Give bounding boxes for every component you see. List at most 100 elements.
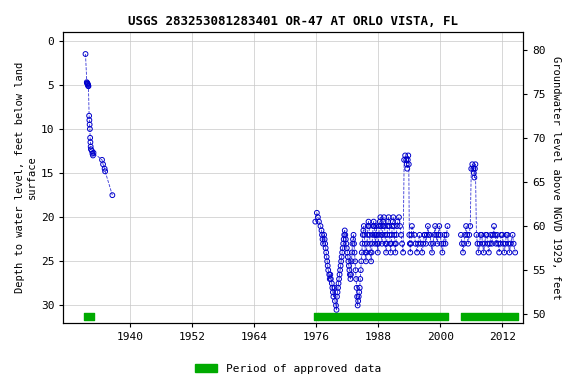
Point bbox=[498, 232, 507, 238]
Point bbox=[392, 223, 401, 229]
Point bbox=[101, 168, 110, 174]
Point bbox=[420, 232, 429, 238]
Point bbox=[491, 241, 501, 247]
Point bbox=[370, 241, 380, 247]
Point bbox=[357, 250, 366, 256]
Point bbox=[492, 232, 502, 238]
Point bbox=[348, 241, 357, 247]
Point bbox=[467, 166, 476, 172]
Point bbox=[405, 241, 414, 247]
Point bbox=[355, 285, 365, 291]
Point bbox=[374, 241, 383, 247]
Point bbox=[358, 232, 367, 238]
Point bbox=[350, 258, 359, 265]
Point bbox=[487, 241, 497, 247]
Point bbox=[390, 241, 399, 247]
Point bbox=[363, 232, 372, 238]
Point bbox=[416, 241, 425, 247]
Point bbox=[342, 245, 351, 251]
Point bbox=[396, 232, 406, 238]
Point bbox=[379, 218, 388, 225]
Point bbox=[359, 223, 369, 229]
Point bbox=[86, 144, 95, 150]
Point bbox=[380, 232, 389, 238]
Point bbox=[347, 258, 356, 265]
Point bbox=[321, 250, 331, 256]
Point bbox=[367, 241, 377, 247]
Point bbox=[336, 263, 345, 269]
Point bbox=[505, 250, 514, 256]
Point bbox=[421, 241, 430, 247]
Point bbox=[414, 241, 423, 247]
Point bbox=[361, 250, 370, 256]
Y-axis label: Depth to water level, feet below land
surface: Depth to water level, feet below land su… bbox=[15, 62, 37, 293]
Point bbox=[495, 241, 505, 247]
Point bbox=[403, 166, 412, 172]
Point bbox=[386, 250, 395, 256]
Point bbox=[463, 232, 472, 238]
Point bbox=[346, 276, 355, 282]
Point bbox=[376, 214, 385, 220]
Point bbox=[86, 146, 96, 152]
Point bbox=[325, 271, 335, 278]
Point bbox=[344, 263, 354, 269]
Point bbox=[375, 218, 384, 225]
Point bbox=[510, 250, 520, 256]
Point bbox=[83, 81, 92, 87]
Point bbox=[364, 218, 373, 225]
Point bbox=[488, 232, 498, 238]
Point bbox=[404, 161, 414, 167]
Point bbox=[316, 223, 325, 229]
Point bbox=[85, 121, 94, 127]
Point bbox=[367, 250, 376, 256]
Point bbox=[391, 250, 400, 256]
Point bbox=[336, 258, 346, 265]
Point bbox=[410, 232, 419, 238]
Point bbox=[370, 223, 379, 229]
Point bbox=[388, 218, 397, 225]
Point bbox=[373, 250, 382, 256]
Point bbox=[373, 241, 382, 247]
Point bbox=[476, 232, 485, 238]
Point bbox=[461, 223, 471, 229]
Point bbox=[338, 245, 347, 251]
Point bbox=[82, 79, 92, 85]
Point bbox=[403, 157, 412, 163]
Point bbox=[363, 223, 373, 229]
Point bbox=[86, 135, 95, 141]
Point bbox=[362, 250, 371, 256]
Point bbox=[365, 223, 374, 229]
Y-axis label: Groundwater level above NGVD 1929, feet: Groundwater level above NGVD 1929, feet bbox=[551, 56, 561, 300]
Point bbox=[339, 236, 348, 242]
Point bbox=[494, 241, 503, 247]
Point bbox=[372, 232, 381, 238]
Point bbox=[369, 218, 378, 225]
Point bbox=[377, 232, 386, 238]
Point bbox=[508, 232, 517, 238]
Point bbox=[443, 223, 452, 229]
Point bbox=[378, 232, 387, 238]
Point bbox=[395, 214, 404, 220]
Point bbox=[335, 267, 344, 273]
Point bbox=[328, 285, 337, 291]
Point bbox=[385, 223, 394, 229]
Point bbox=[378, 223, 388, 229]
Point bbox=[82, 80, 92, 86]
Point bbox=[370, 232, 380, 238]
Point bbox=[328, 289, 338, 295]
Point bbox=[333, 289, 342, 295]
Point bbox=[323, 258, 332, 265]
Point bbox=[353, 302, 362, 308]
Point bbox=[338, 250, 347, 256]
Point bbox=[480, 241, 489, 247]
Point bbox=[464, 241, 473, 247]
Point bbox=[350, 241, 359, 247]
Point bbox=[350, 250, 359, 256]
Point bbox=[387, 232, 396, 238]
Point bbox=[98, 161, 108, 167]
Point bbox=[435, 232, 445, 238]
Point bbox=[84, 82, 93, 88]
Point bbox=[342, 241, 351, 247]
Point bbox=[422, 232, 431, 238]
Point bbox=[400, 152, 410, 159]
